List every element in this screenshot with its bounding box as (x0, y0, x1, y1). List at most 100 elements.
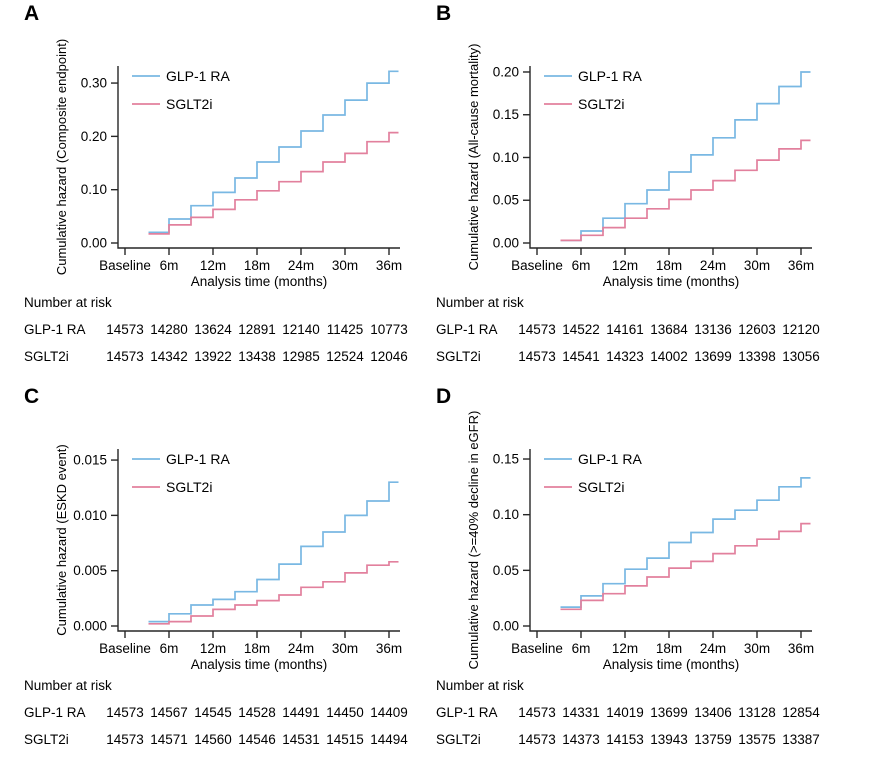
x-tick-label: 6m (572, 641, 591, 656)
panel-c-risk-table: Number at risk GLP-1 RA 14573 14567 14545 1… (0, 677, 442, 748)
risk-value: 13136 (694, 322, 732, 337)
risk-table-row: GLP-1 RA 14573 14567 14545 14528 14491 14450 1… (24, 704, 442, 721)
risk-value: 14409 (370, 705, 408, 720)
risk-value: 10773 (370, 322, 408, 337)
risk-table-title: Number at risk (24, 295, 112, 310)
series-line-glp-1-ra (148, 481, 399, 623)
risk-row-label: GLP-1 RA (24, 322, 86, 337)
risk-value: 13699 (650, 705, 688, 720)
y-tick-label: 0.20 (493, 64, 519, 79)
risk-value: 13699 (694, 349, 732, 364)
y-tick-label: 0.10 (493, 507, 519, 522)
risk-value: 14571 (150, 732, 188, 747)
y-tick-label: 0.10 (81, 182, 107, 197)
risk-row-label: SGLT2i (24, 732, 69, 747)
y-tick-label: 0.00 (493, 619, 519, 634)
panel-d-risk-table: Number at risk GLP-1 RA 14573 14331 14019 1… (412, 677, 854, 748)
x-tick-label: 36m (788, 258, 814, 273)
risk-value: 14450 (326, 705, 364, 720)
risk-row-label: GLP-1 RA (24, 705, 86, 720)
x-tick-label: 36m (376, 258, 402, 273)
risk-value: 12046 (370, 349, 408, 364)
x-tick-label: Baseline (99, 641, 151, 656)
risk-value: 13624 (194, 322, 232, 337)
x-tick-label: 24m (288, 641, 314, 656)
panel-letter-c: C (24, 385, 40, 408)
x-tick-label: 30m (332, 641, 358, 656)
risk-row-label: SGLT2i (436, 349, 481, 364)
risk-value: 14545 (194, 705, 232, 720)
panel-d-chart: 0.00 0.05 0.10 0.15 Baseline 6m 12m 18m 24m 30m 36… (466, 411, 814, 672)
series-line-glp-1-ra (560, 477, 811, 608)
panel-b: B 0.00 0.05 0.10 0.15 0.20 Baseline 6m 12m 18m 24… (412, 2, 854, 382)
y-tick-label: 0.05 (493, 563, 519, 578)
panel-d: D 0.00 0.05 0.10 0.15 Baseline 6m 12m 18m 24m 30m… (412, 385, 854, 765)
x-tick-label: 12m (200, 258, 226, 273)
x-axis-title: Analysis time (months) (603, 657, 740, 672)
risk-value: 14342 (150, 349, 188, 364)
x-tick-label: 24m (288, 258, 314, 273)
series-line-sglt2i (148, 131, 399, 235)
risk-value: 12140 (282, 322, 320, 337)
risk-row-label: GLP-1 RA (436, 705, 498, 720)
y-tick-label: 0.30 (81, 76, 107, 91)
legend-label-sglt2i: SGLT2i (166, 479, 212, 495)
panel-b-chart: 0.00 0.05 0.10 0.15 0.20 Baseline 6m 12m 18m 24m 3… (466, 44, 814, 289)
x-tick-label: 30m (744, 641, 770, 656)
legend-label-sglt2i: SGLT2i (578, 96, 624, 112)
risk-value: 13438 (238, 349, 276, 364)
y-tick-label: 0.15 (493, 107, 519, 122)
risk-row-label: SGLT2i (24, 349, 69, 364)
panel-a: A 0.00 0.10 0.20 0.30 Baseline 6m 12m 18m 24m 30m… (0, 2, 442, 382)
risk-value: 11425 (326, 322, 364, 337)
risk-value: 13759 (694, 732, 732, 747)
risk-value: 14573 (106, 705, 144, 720)
risk-value: 12603 (738, 322, 776, 337)
risk-value: 12985 (282, 349, 320, 364)
risk-table-row: SGLT2i 14573 14373 14153 13943 13759 13575 133… (436, 731, 854, 748)
x-tick-label: 24m (700, 641, 726, 656)
panel-letter-d: D (436, 385, 452, 408)
risk-value: 14573 (106, 732, 144, 747)
legend-label-glp-1-ra: GLP-1 RA (578, 68, 642, 84)
y-tick-label: 0.010 (73, 508, 107, 523)
series-line-sglt2i (560, 522, 811, 611)
risk-value: 14541 (562, 349, 600, 364)
risk-value: 14002 (650, 349, 688, 364)
panel-b-risk-table: Number at risk GLP-1 RA 14573 14522 14161 1… (412, 294, 854, 365)
x-tick-label: 6m (160, 641, 179, 656)
y-tick-label: 0.000 (73, 619, 107, 634)
panel-a-risk-table: Number at risk GLP-1 RA 14573 14280 13624 1… (0, 294, 442, 365)
risk-value: 13575 (738, 732, 776, 747)
panel-letter-b: B (436, 2, 452, 25)
y-tick-label: 0.15 (493, 452, 519, 467)
panel-letter-a: A (24, 2, 40, 25)
panel-c-chart: 0.000 0.005 0.010 0.015 Baseline 6m 12m 18m 24m 3… (54, 444, 402, 672)
risk-value: 14528 (238, 705, 276, 720)
risk-row-label: SGLT2i (436, 732, 481, 747)
risk-row-values: 14573 14331 14019 13699 13406 13128 12854 (515, 704, 823, 721)
risk-table-title: Number at risk (436, 678, 524, 693)
x-axis-title: Analysis time (months) (603, 274, 740, 289)
x-axis-title: Analysis time (months) (191, 657, 328, 672)
risk-row-values: 14573 14567 14545 14528 14491 14450 14409 (103, 704, 411, 721)
risk-row-values: 14573 14571 14560 14546 14531 14515 14494 (103, 731, 411, 748)
risk-table-title: Number at risk (24, 678, 112, 693)
risk-row-label: GLP-1 RA (436, 322, 498, 337)
series-line-glp-1-ra (560, 71, 811, 242)
legend-label-sglt2i: SGLT2i (166, 96, 212, 112)
risk-value: 13943 (650, 732, 688, 747)
risk-value: 14494 (370, 732, 408, 747)
risk-value: 14573 (518, 349, 556, 364)
risk-table-row: GLP-1 RA 14573 14280 13624 12891 12140 11425 1… (24, 321, 442, 338)
risk-table-row: SGLT2i 14573 14541 14323 14002 13699 13398 130… (436, 348, 854, 365)
x-tick-label: 18m (656, 641, 682, 656)
risk-value: 14331 (562, 705, 600, 720)
x-tick-label: Baseline (511, 258, 563, 273)
legend-label-glp-1-ra: GLP-1 RA (578, 451, 642, 467)
risk-table-row: GLP-1 RA 14573 14331 14019 13699 13406 13128 1… (436, 704, 854, 721)
x-tick-label: 18m (656, 258, 682, 273)
series-line-glp-1-ra (148, 70, 399, 234)
axes (117, 449, 400, 632)
risk-value: 13387 (782, 732, 820, 747)
